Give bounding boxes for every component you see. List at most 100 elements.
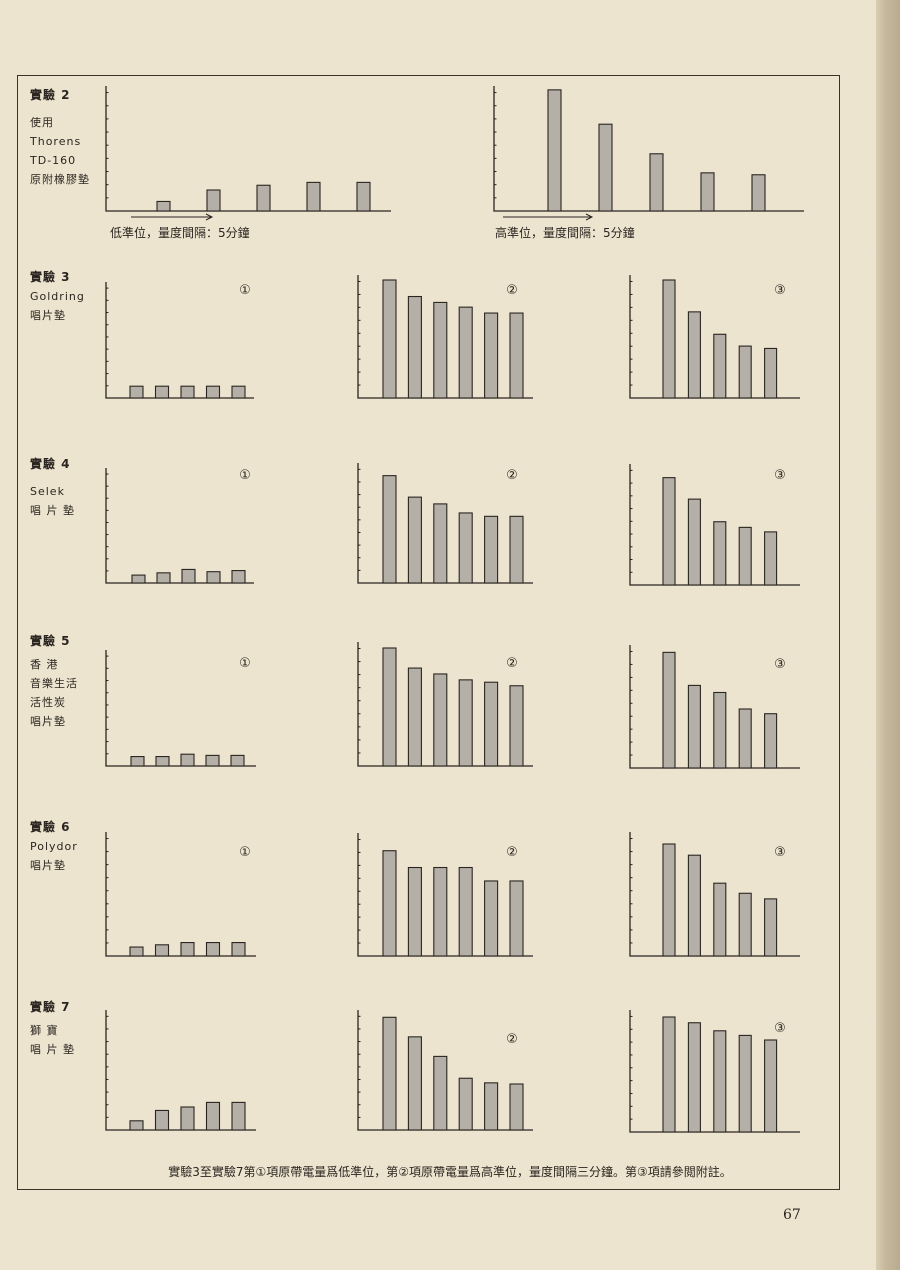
bar bbox=[458, 679, 473, 767]
bar bbox=[509, 1083, 524, 1131]
bar bbox=[738, 526, 752, 586]
bar bbox=[687, 854, 701, 957]
row-label-exp3: 實驗 3 Goldring 唱片墊 bbox=[30, 268, 85, 325]
row-title: 實驗 3 bbox=[30, 270, 71, 284]
panel-label: ② bbox=[506, 656, 518, 671]
row-desc-line: 音樂生活 bbox=[30, 677, 78, 690]
bar bbox=[713, 691, 727, 769]
panel-label: ② bbox=[506, 845, 518, 860]
row-label-exp4: 實驗 4 Selek 唱 片 墊 bbox=[30, 455, 75, 520]
bar bbox=[738, 708, 752, 769]
panel-label: ③ bbox=[774, 283, 786, 298]
panel-label: ② bbox=[506, 283, 518, 298]
bar bbox=[206, 189, 221, 212]
bar bbox=[687, 311, 701, 399]
bar bbox=[484, 312, 499, 399]
bar bbox=[458, 306, 473, 399]
bar bbox=[181, 568, 196, 584]
row-desc-line: 原附橡膠墊 bbox=[30, 173, 90, 186]
panel-label: ③ bbox=[774, 468, 786, 483]
bar bbox=[662, 1016, 676, 1133]
bar bbox=[433, 301, 448, 399]
bar bbox=[484, 515, 499, 584]
row-desc-line: Goldring bbox=[30, 290, 85, 303]
bar bbox=[407, 866, 422, 957]
bar bbox=[230, 754, 245, 767]
page-spine-shadow bbox=[876, 0, 900, 1270]
bar bbox=[180, 385, 195, 399]
bar bbox=[764, 531, 778, 586]
bar bbox=[662, 477, 676, 586]
time-arrow-head bbox=[585, 213, 594, 221]
bar bbox=[662, 843, 676, 957]
chart-caption-high: 高準位，量度間隔：5分鐘 bbox=[495, 226, 635, 240]
chart-axis bbox=[357, 463, 533, 584]
bar bbox=[764, 347, 778, 399]
bar bbox=[382, 1016, 397, 1131]
bar bbox=[407, 1036, 422, 1131]
bar bbox=[407, 295, 422, 399]
bar bbox=[256, 184, 271, 212]
bar bbox=[433, 866, 448, 957]
panel-label: ③ bbox=[774, 845, 786, 860]
panel-label: ① bbox=[239, 468, 251, 483]
row-desc-line: Thorens bbox=[30, 135, 82, 148]
row-desc-line: 唱 片 墊 bbox=[30, 1043, 75, 1056]
row-desc-line: 唱片墊 bbox=[30, 859, 66, 872]
bar bbox=[738, 345, 752, 399]
chart-axis bbox=[357, 1010, 533, 1131]
page-number: 67 bbox=[783, 1207, 801, 1223]
bar bbox=[598, 123, 613, 212]
bar bbox=[509, 515, 524, 584]
bar bbox=[180, 753, 195, 767]
bar bbox=[407, 667, 422, 767]
panel-label: ① bbox=[239, 656, 251, 671]
row-desc-line: 香 港 bbox=[30, 658, 59, 671]
bar bbox=[509, 880, 524, 957]
row-desc-line: 獅 寶 bbox=[30, 1024, 59, 1037]
bar bbox=[764, 898, 778, 957]
bar bbox=[509, 685, 524, 767]
row-desc-line: 使用 bbox=[30, 116, 54, 129]
bar bbox=[738, 1034, 752, 1133]
bar bbox=[687, 498, 701, 586]
bar bbox=[129, 946, 144, 957]
bar bbox=[382, 279, 397, 399]
bar bbox=[484, 1082, 499, 1131]
bar bbox=[649, 153, 664, 212]
row-title: 實驗 7 bbox=[30, 1000, 71, 1014]
bar bbox=[687, 1022, 701, 1133]
bar bbox=[713, 521, 727, 586]
bar bbox=[700, 172, 715, 212]
bar bbox=[155, 756, 170, 767]
row-label-exp7: 實驗 7 獅 寶 唱 片 墊 bbox=[30, 998, 75, 1059]
bar bbox=[433, 673, 448, 767]
bar bbox=[206, 571, 221, 584]
row-desc-line: 唱片墊 bbox=[30, 715, 66, 728]
row-desc-line: 唱片墊 bbox=[30, 309, 66, 322]
chart-axis bbox=[105, 86, 391, 212]
panel-label: ① bbox=[239, 283, 251, 298]
bar bbox=[129, 385, 144, 399]
chart-caption-low: 低準位，量度間隔：5分鐘 bbox=[110, 226, 250, 240]
bar bbox=[205, 385, 221, 399]
bar bbox=[547, 89, 562, 212]
bar bbox=[154, 1109, 170, 1131]
bar bbox=[713, 882, 727, 957]
row-label-exp6: 實驗 6 Polydor 唱片墊 bbox=[30, 818, 78, 875]
bar bbox=[231, 1101, 246, 1131]
bar bbox=[433, 1055, 448, 1131]
bar bbox=[131, 574, 146, 584]
bar bbox=[458, 512, 473, 584]
row-desc-line: 唱 片 墊 bbox=[30, 504, 75, 517]
bar bbox=[205, 1101, 221, 1131]
bar bbox=[509, 312, 524, 399]
bar bbox=[231, 942, 246, 957]
bar bbox=[154, 944, 170, 957]
bar bbox=[154, 385, 170, 399]
panel-label: ③ bbox=[774, 657, 786, 672]
row-desc-line: Selek bbox=[30, 485, 65, 498]
panel-label: ② bbox=[506, 468, 518, 483]
row-label-exp5: 實驗 5 香 港 音樂生活 活性炭 唱片墊 bbox=[30, 632, 78, 731]
